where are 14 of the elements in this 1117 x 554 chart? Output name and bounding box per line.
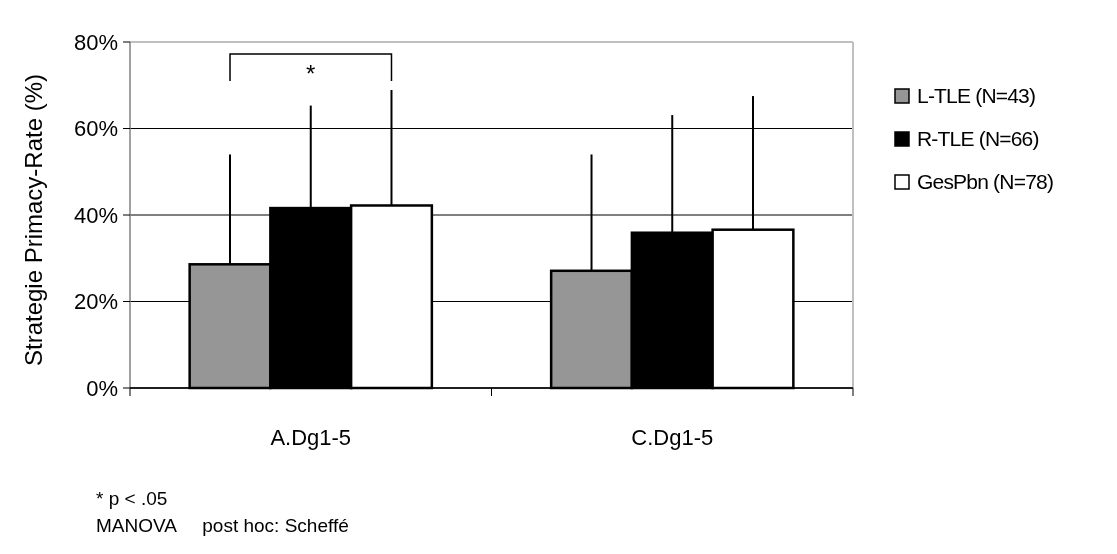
text: MANOVA post hoc: Scheffé	[96, 515, 349, 536]
y-tick-label: 20%	[73, 289, 118, 315]
text: * p < .05	[96, 488, 168, 509]
legend-label: R-TLE (N=66)	[917, 127, 1039, 151]
y-tick-label: 40%	[73, 202, 118, 228]
y-tick-label: 80%	[73, 29, 118, 55]
x-tick-label: C.Dg1-5	[631, 425, 714, 450]
legend-label: L-TLE (N=43)	[917, 84, 1036, 108]
y-tick-label: 0%	[86, 375, 118, 401]
annotation: *	[306, 60, 316, 87]
legend-label: GesPbn (N=78)	[917, 170, 1054, 194]
y-tick-label: 60%	[73, 116, 118, 142]
y-axis-title: Strategie Primacy-Rate (%)	[20, 73, 48, 367]
x-tick-label: A.Dg1-5	[270, 425, 352, 450]
